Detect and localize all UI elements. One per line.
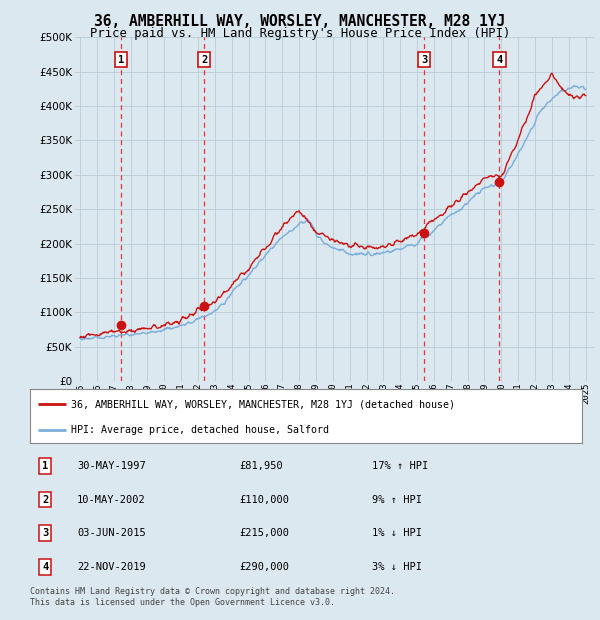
- Text: 4: 4: [496, 55, 503, 64]
- Text: 10-MAY-2002: 10-MAY-2002: [77, 495, 146, 505]
- Text: 36, AMBERHILL WAY, WORSLEY, MANCHESTER, M28 1YJ (detached house): 36, AMBERHILL WAY, WORSLEY, MANCHESTER, …: [71, 399, 455, 409]
- Point: [116, 320, 125, 330]
- Text: 1: 1: [43, 461, 49, 471]
- Text: 2: 2: [43, 495, 49, 505]
- Point: [419, 228, 429, 238]
- Text: 17% ↑ HPI: 17% ↑ HPI: [372, 461, 428, 471]
- Text: 2: 2: [201, 55, 207, 64]
- Text: 9% ↑ HPI: 9% ↑ HPI: [372, 495, 422, 505]
- Text: £215,000: £215,000: [240, 528, 290, 538]
- Text: 22-NOV-2019: 22-NOV-2019: [77, 562, 146, 572]
- Text: Contains HM Land Registry data © Crown copyright and database right 2024.
This d: Contains HM Land Registry data © Crown c…: [30, 587, 395, 606]
- Text: 1% ↓ HPI: 1% ↓ HPI: [372, 528, 422, 538]
- Text: 36, AMBERHILL WAY, WORSLEY, MANCHESTER, M28 1YJ: 36, AMBERHILL WAY, WORSLEY, MANCHESTER, …: [94, 14, 506, 29]
- Text: 3: 3: [421, 55, 427, 64]
- Text: 4: 4: [43, 562, 49, 572]
- Text: 30-MAY-1997: 30-MAY-1997: [77, 461, 146, 471]
- Point: [494, 177, 504, 187]
- Text: 3% ↓ HPI: 3% ↓ HPI: [372, 562, 422, 572]
- Point: [199, 301, 209, 311]
- Text: 1: 1: [118, 55, 124, 64]
- Text: £81,950: £81,950: [240, 461, 284, 471]
- Text: 03-JUN-2015: 03-JUN-2015: [77, 528, 146, 538]
- Text: 3: 3: [43, 528, 49, 538]
- Text: £290,000: £290,000: [240, 562, 290, 572]
- Text: Price paid vs. HM Land Registry's House Price Index (HPI): Price paid vs. HM Land Registry's House …: [90, 27, 510, 40]
- Text: £110,000: £110,000: [240, 495, 290, 505]
- Text: HPI: Average price, detached house, Salford: HPI: Average price, detached house, Salf…: [71, 425, 329, 435]
